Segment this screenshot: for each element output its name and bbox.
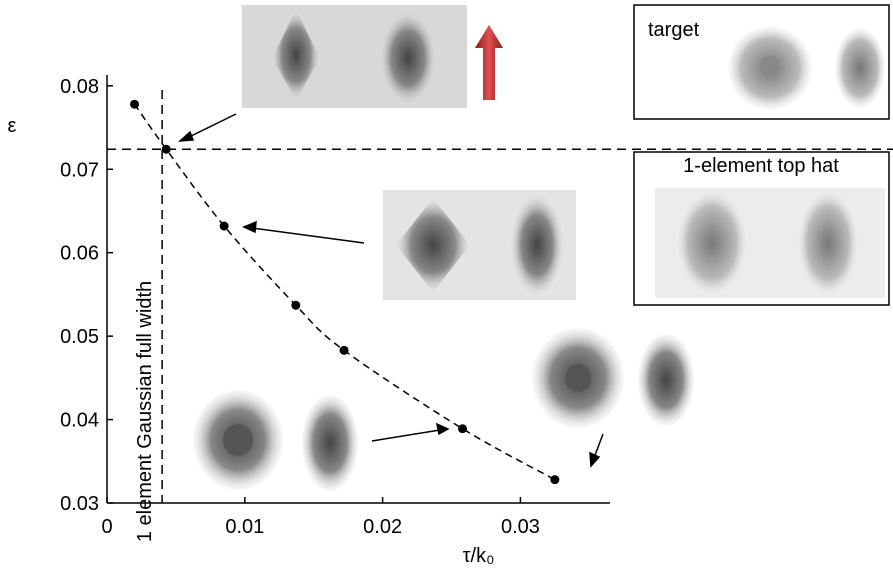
reference-label: 1 element Gaussian full width bbox=[134, 281, 156, 542]
data-point bbox=[291, 301, 300, 310]
data-point bbox=[340, 346, 349, 355]
data-point bbox=[458, 424, 467, 433]
red-arrow bbox=[475, 25, 503, 100]
y-tick-label: 0.03 bbox=[60, 493, 99, 515]
image-middle bbox=[383, 190, 576, 300]
x-axis-label: τ/k₀ bbox=[463, 545, 495, 567]
y-tick-label: 0.07 bbox=[60, 159, 99, 181]
image-bottom-right bbox=[532, 328, 694, 428]
y-tick-label: 0.06 bbox=[60, 243, 99, 265]
data-point bbox=[130, 100, 139, 109]
x-tick-label: 0.01 bbox=[225, 516, 264, 538]
image-top bbox=[242, 5, 467, 108]
x-tick-label: 0 bbox=[101, 516, 112, 538]
y-tick-label: 0.05 bbox=[60, 326, 99, 348]
annotation: 1-element top hat bbox=[683, 155, 839, 177]
data-point bbox=[162, 145, 171, 154]
data-point bbox=[550, 475, 559, 484]
top-hat-image bbox=[655, 188, 885, 298]
x-tick-label: 0.03 bbox=[501, 516, 540, 538]
x-tick-label: 0.02 bbox=[363, 516, 402, 538]
image-bottom-left bbox=[193, 390, 358, 491]
y-tick-label: 0.08 bbox=[60, 76, 99, 98]
chart: target 1-element top hat 0.03 0.04 0.05 0.0… bbox=[0, 0, 893, 573]
data-point bbox=[220, 222, 229, 231]
annotation: target bbox=[648, 19, 700, 41]
y-axis-label: ε bbox=[8, 115, 17, 137]
y-tick-label: 0.04 bbox=[60, 410, 99, 432]
